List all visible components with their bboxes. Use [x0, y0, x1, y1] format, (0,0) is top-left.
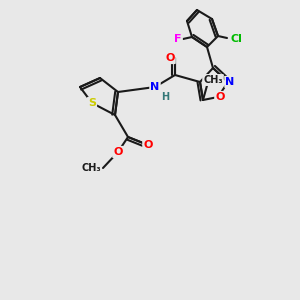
Text: N: N [150, 82, 160, 92]
Text: H: H [161, 92, 169, 102]
Text: S: S [88, 98, 96, 108]
Text: O: O [143, 140, 153, 150]
Text: Cl: Cl [230, 34, 242, 44]
Text: O: O [215, 92, 225, 102]
Text: CH₃: CH₃ [81, 163, 101, 173]
Text: CH₃: CH₃ [203, 75, 223, 85]
Text: F: F [174, 34, 182, 44]
Text: O: O [165, 53, 175, 63]
Text: N: N [225, 77, 235, 87]
Text: O: O [113, 147, 123, 157]
